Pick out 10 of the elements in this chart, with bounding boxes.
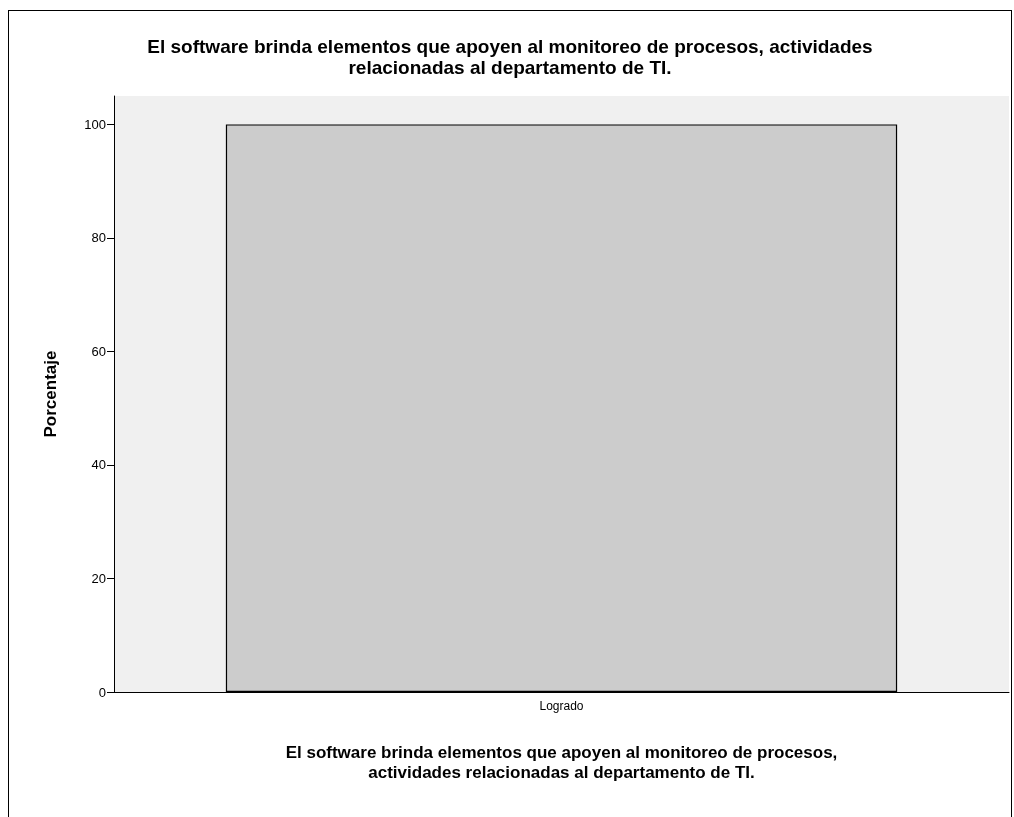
x-axis-title: El software brinda elementos que apoyen al monitoreo de procesos, actividades relacionadas al departamento de TI.: [285, 742, 838, 782]
chart-title: El software brinda elementos que apoyen al monitoreo de procesos, actividades relacionadas al departamento de TI.: [147, 36, 873, 78]
y-tick-label: 40: [91, 457, 106, 473]
y-tick-label: 100: [84, 116, 106, 132]
x-tick-label: Logrado: [539, 699, 584, 713]
y-tick-label: 0: [98, 684, 106, 700]
y-tick-label: 80: [91, 230, 106, 246]
y-tick-label: 60: [91, 343, 106, 359]
y-axis-title: Porcentaje: [41, 350, 60, 438]
y-tick-label: 20: [91, 570, 106, 586]
